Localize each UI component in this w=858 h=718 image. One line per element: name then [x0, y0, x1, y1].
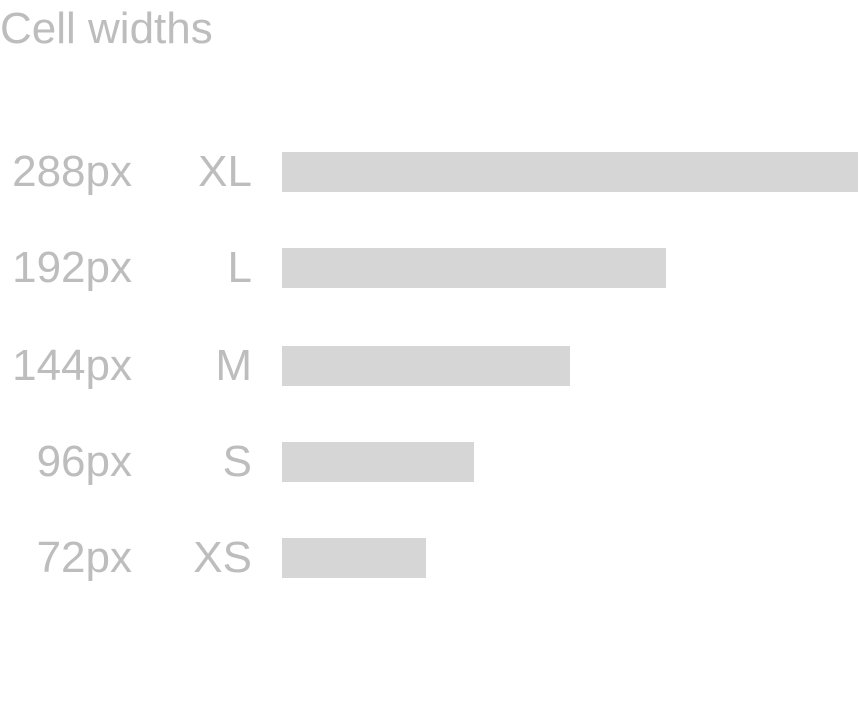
- width-bar: [282, 442, 474, 482]
- size-label: L: [227, 243, 252, 292]
- row-l: 192px L: [0, 243, 858, 292]
- row-xs: 72px XS: [0, 533, 858, 582]
- width-bar: [282, 346, 570, 386]
- size-label: XS: [193, 533, 252, 582]
- px-label: 288px: [12, 147, 132, 196]
- width-bar: [282, 538, 426, 578]
- px-label: 96px: [36, 437, 132, 486]
- px-label: 144px: [12, 341, 132, 390]
- px-label: 192px: [12, 243, 132, 292]
- size-label: XL: [198, 147, 252, 196]
- size-label: S: [222, 437, 252, 486]
- width-bar: [282, 248, 666, 288]
- row-s: 96px S: [0, 437, 858, 486]
- diagram-title: Cell widths: [0, 4, 213, 53]
- width-bar: [282, 152, 858, 192]
- px-label: 72px: [36, 533, 132, 582]
- size-label: M: [215, 341, 252, 390]
- row-xl: 288px XL: [0, 147, 858, 196]
- row-m: 144px M: [0, 341, 858, 390]
